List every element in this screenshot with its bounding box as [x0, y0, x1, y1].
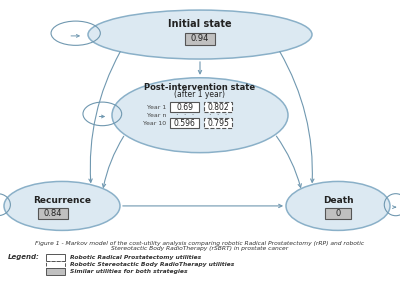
- Text: 0.802: 0.802: [207, 103, 229, 112]
- Ellipse shape: [88, 10, 312, 59]
- Text: 0.596: 0.596: [174, 119, 196, 128]
- Text: Legend:: Legend:: [8, 255, 40, 260]
- Ellipse shape: [112, 78, 288, 153]
- FancyBboxPatch shape: [204, 118, 232, 128]
- Text: (after 1 year): (after 1 year): [174, 90, 226, 99]
- FancyBboxPatch shape: [325, 208, 351, 219]
- Text: 0.69: 0.69: [176, 103, 193, 112]
- Text: 0: 0: [335, 209, 341, 218]
- Ellipse shape: [286, 181, 390, 230]
- FancyBboxPatch shape: [204, 102, 232, 112]
- FancyBboxPatch shape: [46, 261, 65, 268]
- Text: 0.94: 0.94: [191, 34, 209, 43]
- Text: Post-intervention state: Post-intervention state: [144, 83, 256, 92]
- Text: Year n: Year n: [147, 113, 166, 118]
- FancyBboxPatch shape: [170, 118, 199, 128]
- Text: Robotic Stereotactic Body RadioTherapy utilities: Robotic Stereotactic Body RadioTherapy u…: [70, 262, 234, 267]
- Text: Death: Death: [323, 196, 353, 205]
- Text: Figure 1 - Markov model of the cost-utility analysis comparing robotic Radical P: Figure 1 - Markov model of the cost-util…: [36, 241, 364, 246]
- Text: Initial state: Initial state: [168, 20, 232, 29]
- FancyBboxPatch shape: [46, 268, 65, 275]
- Text: Stereotactic Body RadioTherapy (rSBRT) in prostate cancer: Stereotactic Body RadioTherapy (rSBRT) i…: [111, 246, 289, 251]
- Text: 0.795: 0.795: [207, 119, 229, 128]
- FancyBboxPatch shape: [185, 33, 215, 45]
- Ellipse shape: [4, 181, 120, 230]
- Text: Recurrence: Recurrence: [33, 196, 91, 205]
- Text: Year 1: Year 1: [147, 105, 166, 110]
- Text: Year 10: Year 10: [143, 121, 166, 126]
- FancyBboxPatch shape: [46, 254, 65, 261]
- Text: ·  ·  ·: · · ·: [209, 111, 227, 120]
- Text: Similar utilities for both strategies: Similar utilities for both strategies: [70, 269, 188, 274]
- Text: 0.84: 0.84: [44, 209, 62, 218]
- Text: Robotic Radical Prostatectomy utilities: Robotic Radical Prostatectomy utilities: [70, 255, 201, 260]
- FancyBboxPatch shape: [38, 208, 68, 219]
- FancyBboxPatch shape: [170, 102, 199, 112]
- Text: ·  ·  ·: · · ·: [176, 111, 194, 120]
